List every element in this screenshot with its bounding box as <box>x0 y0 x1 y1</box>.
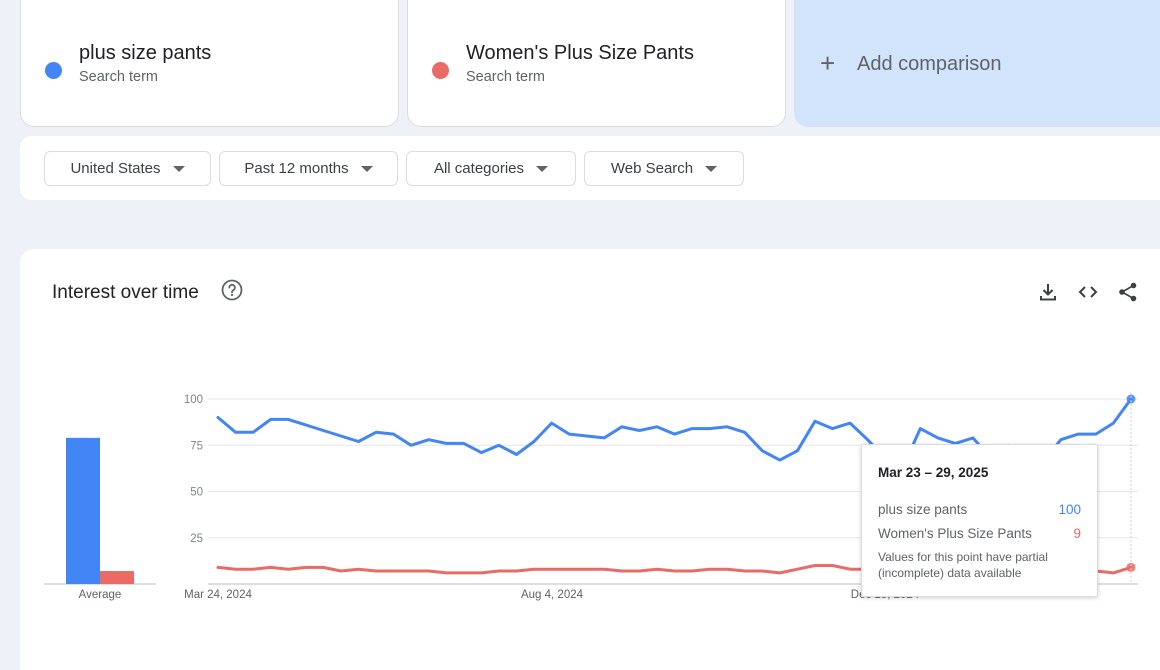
caret-down-icon <box>172 165 185 172</box>
source-dropdown[interactable]: Web Search <box>584 151 744 186</box>
tooltip-date: Mar 23 – 29, 2025 <box>878 465 989 480</box>
y-tick-label: 100 <box>184 394 203 406</box>
term-card-2[interactable]: Women's Plus Size Pants Search term <box>407 0 786 127</box>
download-icon[interactable] <box>1037 281 1059 303</box>
add-comparison-label: Add comparison <box>857 53 1002 75</box>
term-color-dot <box>45 62 62 79</box>
caret-down-icon <box>536 165 549 172</box>
embed-icon[interactable] <box>1077 281 1099 303</box>
x-tick-label: Aug 4, 2024 <box>521 589 584 601</box>
tooltip-note: Values for this point have partial (inco… <box>878 550 1048 580</box>
chart-tooltip: Mar 23 – 29, 2025 plus size pants 100 Wo… <box>861 444 1098 597</box>
caret-down-icon <box>705 165 718 172</box>
term-type: Search term <box>79 69 158 85</box>
term-card-1[interactable]: plus size pants Search term <box>20 0 399 127</box>
term-name[interactable]: plus size pants <box>79 42 212 64</box>
period-value: Past 12 months <box>244 160 349 177</box>
filter-bar: United States Past 12 months All categor… <box>20 136 1160 200</box>
tooltip-series-name: plus size pants <box>878 502 968 517</box>
y-tick-label: 25 <box>190 533 203 545</box>
term-color-dot <box>432 62 449 79</box>
x-tick-label: Mar 24, 2024 <box>184 589 252 601</box>
help-icon[interactable] <box>221 279 243 301</box>
add-comparison-button[interactable]: + Add comparison <box>794 0 1160 127</box>
region-dropdown[interactable]: United States <box>44 151 211 186</box>
region-value: United States <box>70 160 161 177</box>
caret-down-icon <box>360 165 373 172</box>
y-tick-label: 50 <box>190 487 203 499</box>
period-dropdown[interactable]: Past 12 months <box>219 151 398 186</box>
category-value: All categories <box>433 160 525 177</box>
series-point-1 <box>1126 394 1136 404</box>
tooltip-series-value: 9 <box>1073 526 1081 541</box>
source-value: Web Search <box>610 160 694 177</box>
average-label: Average <box>79 589 122 601</box>
average-bar-1 <box>66 437 100 584</box>
tooltip-series-name: Women's Plus Size Pants <box>878 526 1032 541</box>
y-tick-label: 75 <box>190 440 203 452</box>
tooltip-series-value: 100 <box>1058 502 1081 517</box>
share-icon[interactable] <box>1117 281 1139 303</box>
plus-icon: + <box>820 48 836 78</box>
series-point-2 <box>1126 562 1136 572</box>
category-dropdown[interactable]: All categories <box>406 151 576 186</box>
term-name[interactable]: Women's Plus Size Pants <box>466 42 694 64</box>
average-bar-2 <box>100 571 134 584</box>
term-type: Search term <box>466 69 545 85</box>
panel-title: Interest over time <box>52 282 199 303</box>
